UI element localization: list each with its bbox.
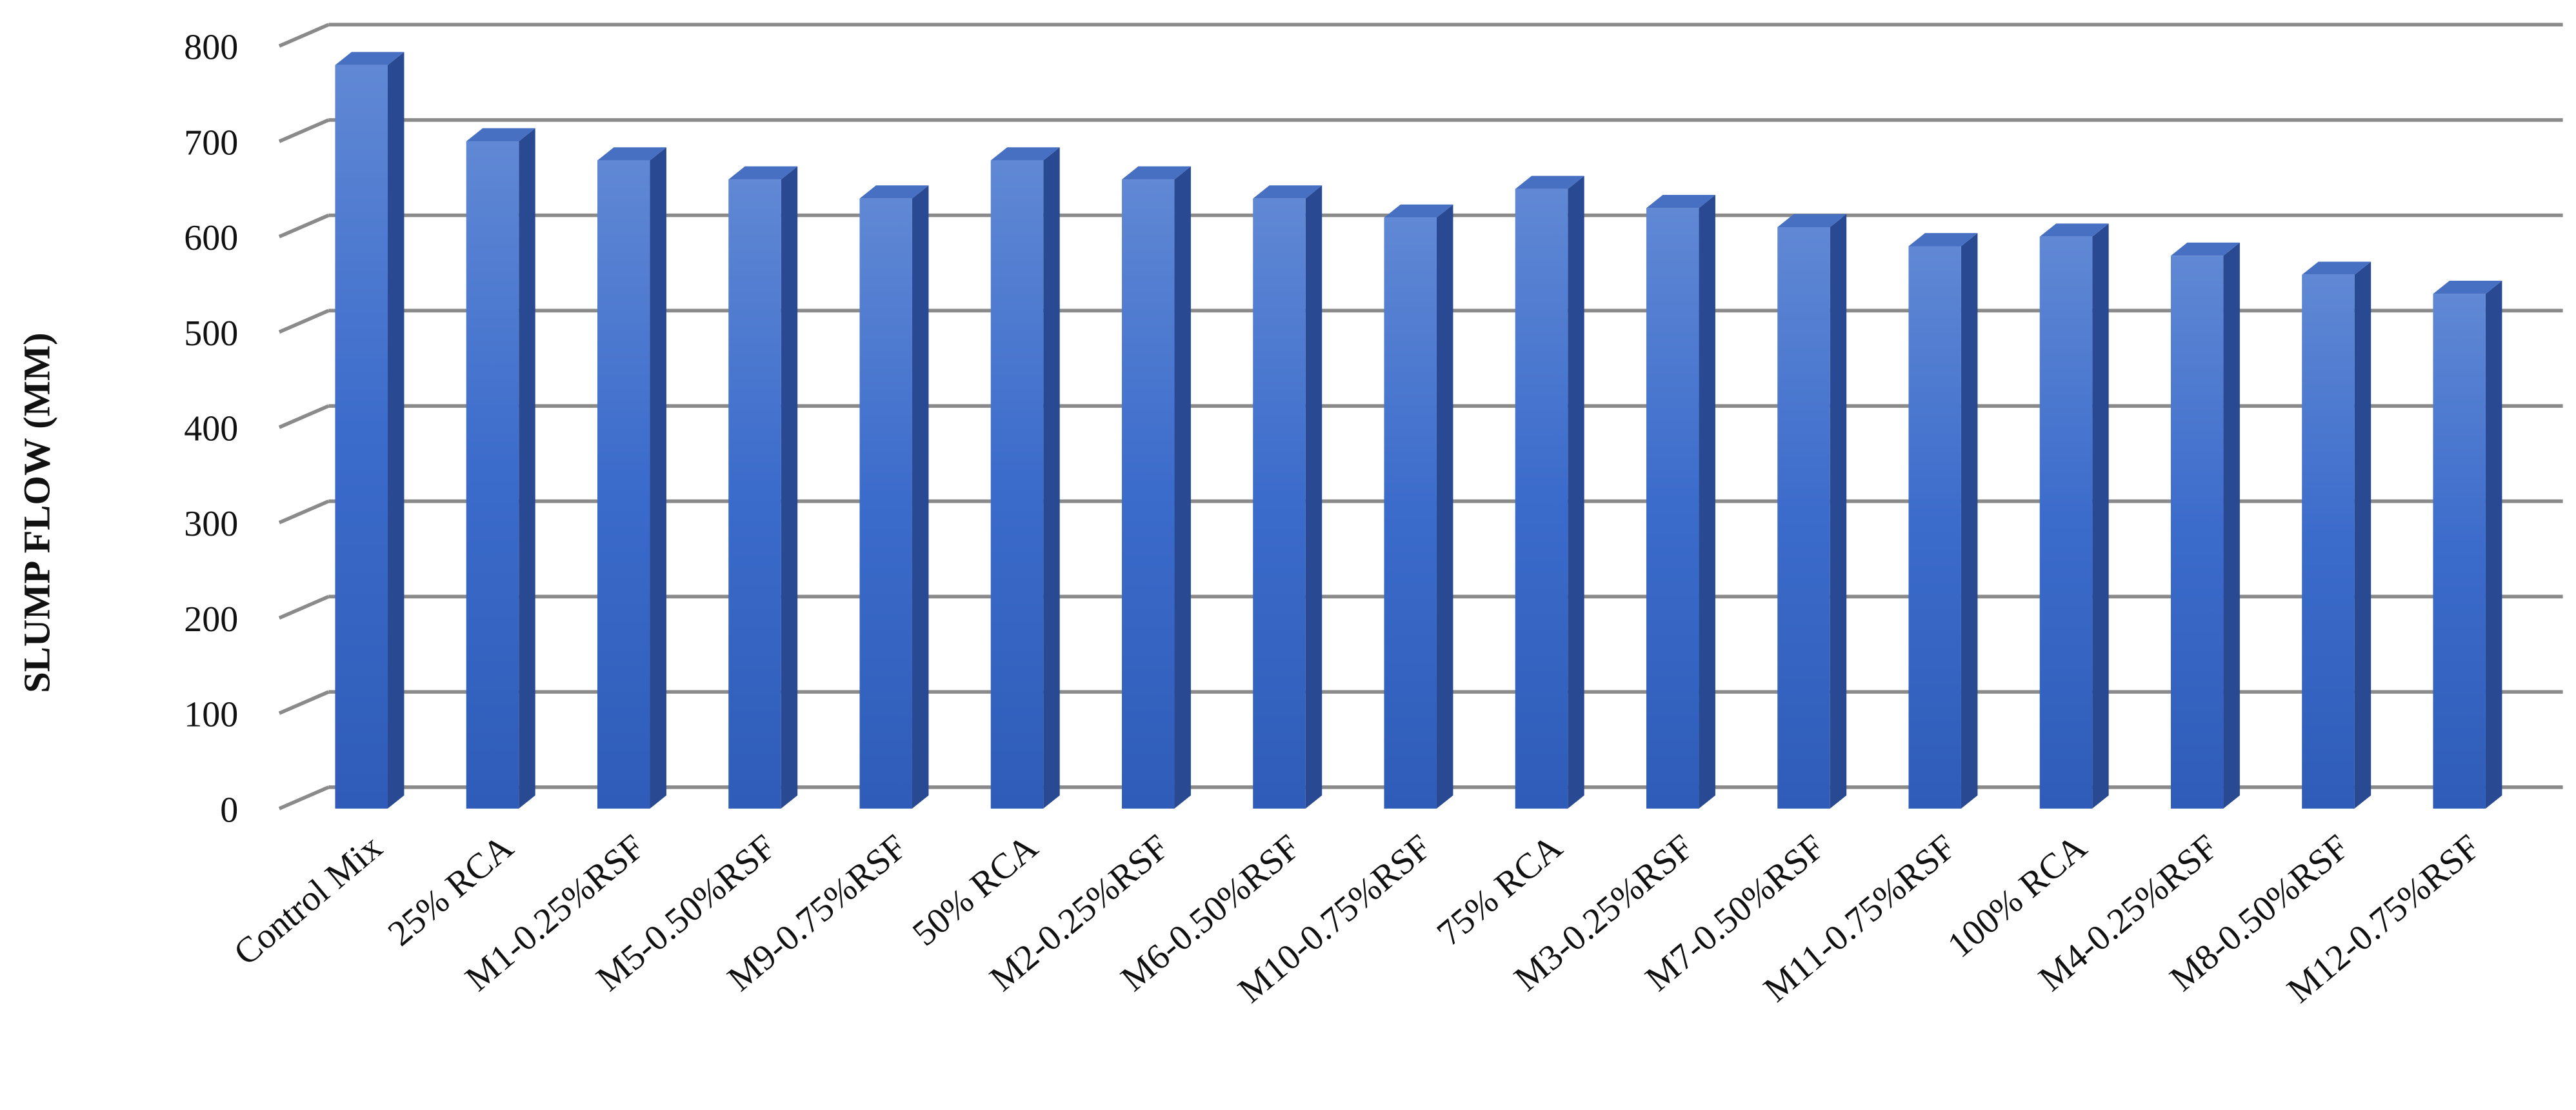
bar [2170, 256, 2224, 809]
grid-line [278, 214, 330, 239]
bar-side [781, 166, 798, 809]
y-tick-label: 100 [184, 695, 238, 735]
bar-top [2302, 261, 2371, 275]
bar-top [1121, 166, 1191, 180]
bar [1908, 246, 1961, 809]
y-axis-title: SLUMP FLOW (MM) [15, 332, 57, 692]
bar-side [387, 52, 404, 809]
bar-side [1961, 233, 1978, 809]
bar [597, 160, 650, 809]
bar-top [1515, 176, 1584, 189]
grid-line [278, 500, 330, 525]
bar [1777, 227, 1830, 809]
bar-side [519, 128, 535, 809]
bar-top [1777, 214, 1847, 227]
bar [1121, 179, 1175, 809]
bar [2433, 294, 2486, 809]
bar-side [1830, 214, 1847, 809]
bar-top [2433, 280, 2502, 294]
y-tick-label: 300 [184, 504, 238, 544]
bar-side [2223, 242, 2240, 809]
bar-top [990, 147, 1060, 161]
grid-line [278, 308, 330, 334]
y-tick-label: 600 [184, 218, 238, 258]
bar-side [1568, 176, 1584, 809]
bar-side [1699, 195, 1715, 809]
bar-side [912, 185, 929, 809]
y-tick-label: 200 [184, 600, 238, 640]
bar [2039, 236, 2093, 809]
bar [1646, 208, 1699, 809]
x-tick-label: Control Mix [226, 827, 390, 974]
y-tick-label: 500 [184, 314, 238, 354]
bar [1253, 198, 1306, 809]
bar-side [1174, 166, 1191, 809]
bar-top [1646, 195, 1715, 208]
bar-top [597, 147, 666, 161]
bar [990, 160, 1044, 809]
bar-side [2354, 261, 2371, 809]
bar-side [1043, 147, 1060, 809]
bar-side [2485, 280, 2502, 809]
bar-side [650, 147, 666, 809]
grid-line [278, 404, 330, 429]
bar [859, 198, 912, 809]
bar [1515, 188, 1568, 809]
y-tick-label: 400 [184, 409, 238, 449]
bar [466, 141, 519, 809]
grid-line [278, 785, 330, 811]
bar-top [1384, 204, 1453, 218]
y-tick-label: 0 [220, 790, 238, 830]
bar-top [728, 166, 798, 180]
grid-line [278, 690, 330, 715]
bar-top [859, 185, 929, 199]
bar-top [466, 128, 535, 142]
grid-line [278, 118, 330, 143]
bar [335, 65, 388, 809]
y-tick-label: 700 [184, 123, 238, 163]
bar-side [1305, 185, 1323, 809]
y-tick-label: 800 [184, 28, 238, 68]
bar-top [2039, 223, 2109, 237]
bar-side [1436, 204, 1453, 809]
bar-side [2092, 223, 2109, 809]
grid-line [278, 23, 330, 48]
grid-line [278, 594, 330, 620]
bar-top [335, 52, 404, 65]
bar-top [1908, 233, 1978, 247]
bar [728, 179, 781, 809]
bar [2302, 274, 2355, 809]
bar [1384, 217, 1437, 809]
bar-top [1253, 185, 1323, 199]
bar-top [2170, 242, 2240, 256]
